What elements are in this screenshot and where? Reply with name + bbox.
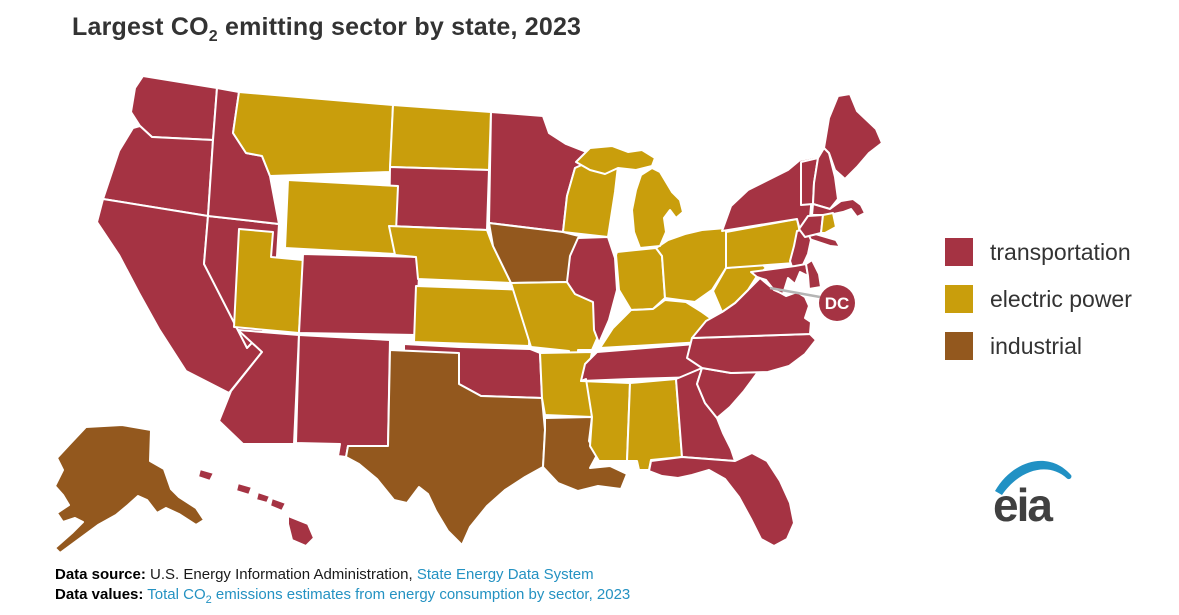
state-nm [295, 334, 391, 458]
legend-swatch-industrial [945, 332, 973, 360]
data-source-label: Data source: [55, 566, 146, 583]
state-hi [197, 468, 215, 482]
state-nc [686, 333, 817, 374]
dc-badge-label: DC [825, 294, 850, 313]
state-mi [631, 167, 684, 249]
state-il [566, 236, 618, 344]
state-me [823, 93, 883, 180]
state-al [626, 378, 683, 471]
eia-logo-graphic: eia [993, 460, 1072, 531]
legend-label-transportation: transportation [990, 238, 1131, 265]
state-tx [345, 349, 546, 546]
title-prefix: Largest CO [72, 13, 209, 41]
legend: transportation electric power industrial [945, 238, 1132, 379]
state-hi [235, 482, 253, 496]
state-ri [820, 212, 837, 234]
data-values-label: Data values: [55, 586, 144, 603]
data-source-line: Data source: U.S. Energy Information Adm… [55, 565, 630, 585]
dc-badge [819, 285, 855, 321]
dc-leader-line [769, 286, 821, 299]
state-md [750, 263, 809, 295]
state-hi [269, 497, 287, 512]
state-hi [255, 491, 271, 504]
state-ak [54, 424, 205, 554]
values-link-suffix: emissions estimates from energy consumpt… [211, 586, 631, 603]
values-link[interactable]: Total CO2 emissions estimates from energ… [143, 586, 631, 606]
eia-logo-swoosh [995, 460, 1072, 495]
title-suffix: emitting sector by state, 2023 [217, 13, 582, 41]
legend-item-electric-power: electric power [945, 285, 1132, 313]
legend-label-industrial: industrial [990, 332, 1083, 359]
state-sd [388, 166, 490, 231]
legend-swatch-electric-power [945, 285, 973, 313]
state-co [298, 253, 421, 336]
legend-item-transportation: transportation [945, 238, 1132, 266]
state-ks [413, 285, 532, 347]
state-ar [539, 351, 593, 418]
values-link-subscript: 2 [205, 594, 212, 606]
states-layer [54, 75, 883, 554]
legend-swatch-transportation [945, 238, 973, 266]
title-subscript: 2 [208, 28, 218, 45]
source-link[interactable]: State Energy Data System [416, 566, 594, 583]
chart-title: Largest CO2 emitting sector by state, 20… [72, 13, 582, 45]
eia-logo-text: eia [993, 479, 1053, 527]
legend-item-industrial: industrial [945, 332, 1132, 360]
state-hi [287, 515, 315, 547]
eia-logo: eia [991, 455, 1075, 531]
state-wy [284, 179, 399, 255]
footer: Data source: U.S. Energy Information Adm… [55, 565, 631, 606]
data-values-line: Data values: Total CO2 emissions estimat… [55, 585, 631, 606]
legend-label-electric-power: electric power [990, 285, 1132, 312]
state-mi [575, 145, 656, 175]
state-ct [798, 214, 824, 238]
data-source-text: U.S. Energy Information Administration, [145, 566, 417, 583]
state-nd [389, 104, 492, 171]
state-de [805, 259, 822, 290]
values-link-prefix: Total CO [143, 586, 206, 603]
state-ne [388, 225, 512, 284]
state-in [615, 247, 666, 311]
state-fl [648, 452, 795, 547]
